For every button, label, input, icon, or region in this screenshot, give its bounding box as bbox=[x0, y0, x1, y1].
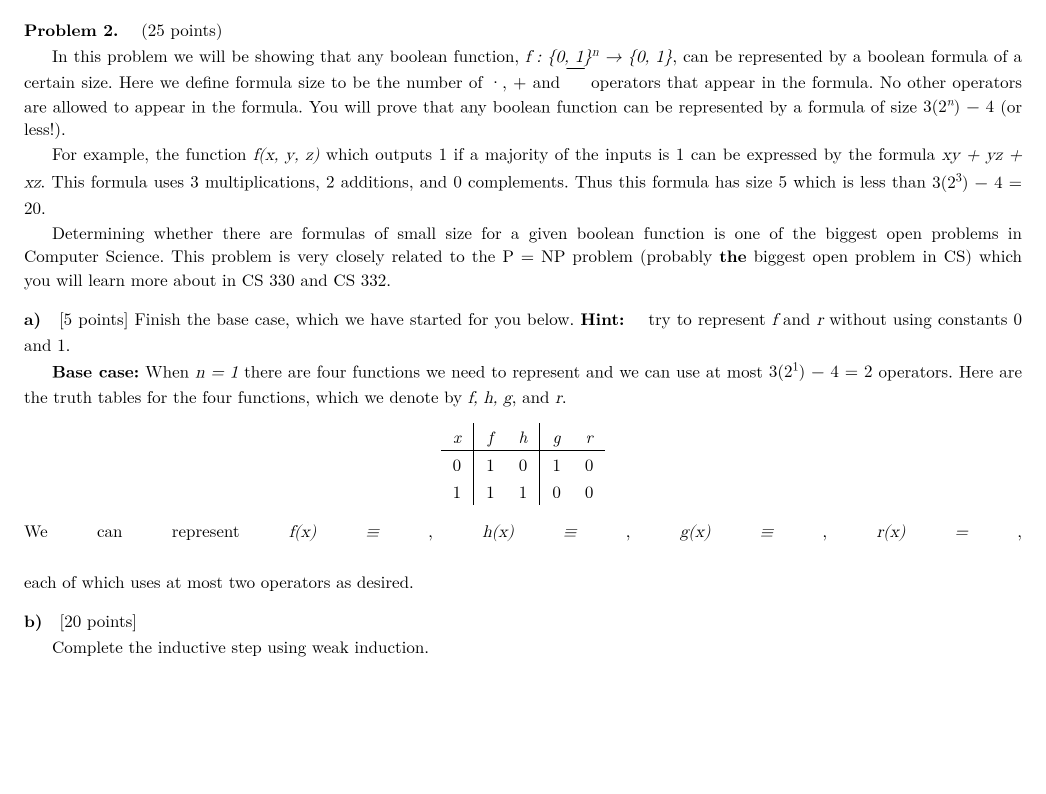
th-h: h bbox=[507, 423, 540, 450]
represent-line: We can represent f(x) ≡ , h(x) ≡ , g(x) … bbox=[24, 519, 1022, 568]
paragraph-3: Determining whether there are formulas o… bbox=[24, 221, 1022, 291]
th-x: x bbox=[441, 423, 474, 450]
problem-points: (25 points) bbox=[141, 17, 222, 41]
math-fxyz: f(x, y, z) bbox=[253, 147, 319, 164]
part-b: b) [20 points] bbox=[24, 609, 1022, 633]
base-calc: 3(21) − 4 = 2 bbox=[769, 358, 873, 382]
paragraph-2: For example, the function f(x, y, z) whi… bbox=[24, 142, 1022, 218]
table-row: 1 1 1 0 0 bbox=[441, 478, 606, 505]
paragraph-1: In this problem we will be showing that … bbox=[24, 44, 1022, 140]
overline-operator bbox=[566, 69, 584, 93]
represent-tail: each of which uses at most two operators… bbox=[24, 570, 1022, 593]
th-g: g bbox=[540, 423, 573, 450]
base-case-label: Base case: bbox=[52, 359, 139, 383]
part-a-points: [5 points] bbox=[59, 306, 128, 330]
th-f: f bbox=[474, 423, 507, 450]
math-n-eq-1: n = 1 bbox=[195, 364, 238, 381]
th-r: r bbox=[573, 423, 606, 450]
problem-label: Problem 2. bbox=[24, 18, 118, 42]
eq-f: f(x) ≡ bbox=[289, 524, 379, 541]
hint-label: Hint: bbox=[580, 307, 624, 331]
part-b-points: [20 points] bbox=[59, 608, 137, 632]
base-case: Base case: When n = 1 there are four fun… bbox=[24, 358, 1022, 412]
eq-r: r(x) = bbox=[876, 524, 967, 541]
eq-g: g(x) ≡ bbox=[680, 524, 773, 541]
size-expr: 3(2n) − 4 bbox=[923, 93, 994, 117]
truth-table-wrap: x f h g r 0 1 0 1 0 1 1 1 0 0 bbox=[24, 423, 1022, 505]
table-row: 0 1 0 1 0 bbox=[441, 450, 606, 477]
part-b-label: b) bbox=[24, 609, 42, 633]
part-a: a) [5 points] Finish the base case, whic… bbox=[24, 307, 1022, 356]
table-header-row: x f h g r bbox=[441, 423, 606, 450]
math-f-def: f : {0, 1}n → {0, 1} bbox=[525, 49, 672, 66]
emph-the: the bbox=[719, 244, 746, 268]
problem-header: Problem 2. (25 points) bbox=[24, 18, 1022, 42]
eq-h: h(x) ≡ bbox=[482, 524, 576, 541]
part-a-label: a) bbox=[24, 307, 41, 331]
part-b-text: Complete the inductive step using weak i… bbox=[24, 635, 1022, 658]
truth-table: x f h g r 0 1 0 1 0 1 1 1 0 0 bbox=[441, 423, 606, 505]
